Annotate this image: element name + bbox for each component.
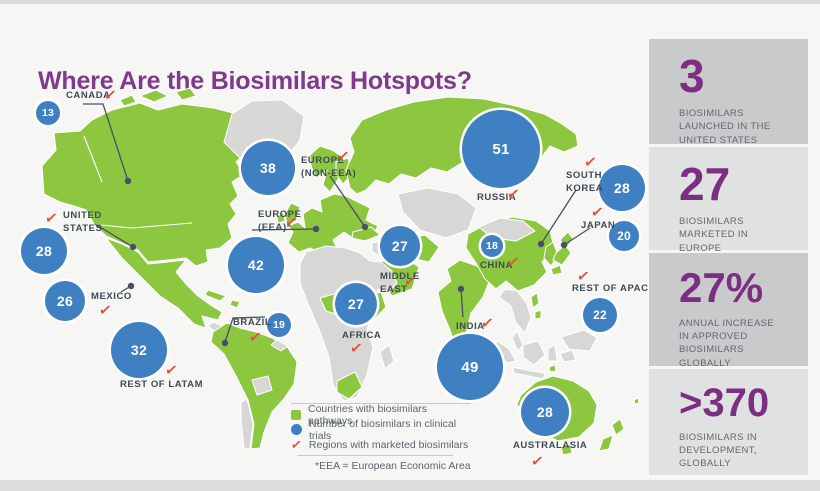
bubble-china: 18 <box>481 235 503 257</box>
stat-label: BIOSIMILARS LAUNCHED IN THE UNITED STATE… <box>679 107 771 146</box>
check-icon-africa <box>349 340 364 357</box>
legend-item-marketed: Regions with marketed biosimilars <box>291 438 471 451</box>
bubble-middle-east: 27 <box>380 226 420 266</box>
connector-lines <box>83 103 591 343</box>
label-middle-east: MIDDLE EAST <box>380 271 420 295</box>
bubble-rest-of-latam: 32 <box>111 322 167 378</box>
stat-panel-us-launched: 3 BIOSIMILARS LAUNCHED IN THE UNITED STA… <box>649 39 808 146</box>
legend-item-trials: Number of biosimilars in clinical trials <box>291 418 471 442</box>
check-icon-india <box>480 315 495 332</box>
bubble-india: 49 <box>437 334 503 400</box>
new-guinea <box>560 329 598 352</box>
red-check-icon <box>290 437 303 451</box>
check-icon-china <box>506 254 521 271</box>
label-europe-non-eea: EUROPE (NON-EEA) <box>301 155 357 179</box>
label-rest-of-apac: REST OF APAC <box>572 283 649 294</box>
check-icon-europe-non-eea <box>336 148 351 165</box>
india-land <box>437 259 491 352</box>
stat-panel-in-development: >370 BIOSIMILARS IN DEVELOPMENT, GLOBALL… <box>649 369 808 475</box>
label-europe-eea: EUROPE (EEA)* <box>258 209 302 233</box>
blue-circle-icon <box>291 424 302 435</box>
label-canada: CANADA <box>66 90 111 101</box>
stat-value: >370 <box>679 381 770 425</box>
central-asia <box>397 187 477 239</box>
check-icon-japan <box>590 204 605 221</box>
label-united-states: UNITED STATES <box>63 210 103 234</box>
stat-value: 27% <box>679 264 764 311</box>
mexico-land <box>105 237 223 329</box>
stat-panel-annual-increase: 27% ANNUAL INCREASE IN APPROVED BIOSIMIL… <box>649 253 808 369</box>
bottom-strip <box>0 480 820 491</box>
check-icon-europe-eea <box>284 214 299 231</box>
top-strip <box>0 0 820 4</box>
label-japan: JAPAN <box>581 220 616 231</box>
stat-panel-europe-marketed: 27 BIOSIMILARS MARKETED IN EUROPE <box>649 147 808 254</box>
check-icon-mexico <box>98 302 113 319</box>
label-india: INDIA <box>456 321 485 332</box>
bubble-brazil: 19 <box>267 313 291 337</box>
stat-label: BIOSIMILARS MARKETED IN EUROPE <box>679 215 749 254</box>
check-icon-south-korea <box>583 154 598 171</box>
bubble-africa: 27 <box>335 283 377 325</box>
bubble-japan: 20 <box>609 221 639 251</box>
label-africa: AFRICA <box>342 330 382 341</box>
legend-footnote: *EEA = European Economic Area <box>315 460 471 472</box>
bubble-australasia: 28 <box>521 388 569 436</box>
legend-item-pathways: Countries with biosimilars pathways <box>291 403 471 427</box>
legend-divider <box>297 455 453 456</box>
bubble-canada: 13 <box>36 101 60 125</box>
check-icon-australasia <box>530 453 545 470</box>
bubble-russia: 51 <box>462 110 540 188</box>
label-australasia: AUSTRALASIA <box>513 440 588 451</box>
green-square-icon <box>291 409 301 420</box>
label-china: CHINA <box>480 260 513 271</box>
legend: Countries with biosimilars pathways Numb… <box>291 401 471 472</box>
bubble-europe-non-eea: 38 <box>241 141 295 195</box>
label-brazil: BRAZIL <box>233 317 272 328</box>
label-russia: RUSSIA <box>477 192 517 203</box>
bubble-rest-of-apac: 22 <box>583 298 617 332</box>
north-america <box>41 102 255 267</box>
check-icon-rest-of-latam <box>164 362 179 379</box>
check-icon-middle-east <box>403 273 418 290</box>
label-south-korea: SOUTH KOREA <box>566 170 604 194</box>
label-mexico: MEXICO <box>91 291 132 302</box>
bubble-south-korea: 28 <box>599 165 645 211</box>
bubble-united-states: 28 <box>21 228 67 274</box>
legend-divider <box>291 403 471 404</box>
check-icon-brazil <box>248 329 263 346</box>
label-rest-of-latam: REST OF LATAM <box>120 379 204 390</box>
stat-label: BIOSIMILARS IN DEVELOPMENT, GLOBALLY <box>679 431 758 470</box>
new-zealand <box>611 418 625 436</box>
check-icon-canada <box>103 87 118 104</box>
stat-value: 3 <box>679 50 705 102</box>
country-borders <box>83 135 193 229</box>
check-icon-rest-of-apac <box>576 268 591 285</box>
connector-dots <box>124 177 568 347</box>
world-map-layer: Countries with biosimilars pathways Numb… <box>0 0 650 491</box>
stat-value: 27 <box>679 158 731 210</box>
check-icon-russia <box>506 186 521 203</box>
check-icon-united-states <box>44 210 59 227</box>
stat-label: ANNUAL INCREASE IN APPROVED BIOSIMILARS … <box>679 317 775 369</box>
bubble-mexico: 26 <box>45 281 85 321</box>
bubble-europe-eea: 42 <box>228 237 284 293</box>
legend-label: Countries with biosimilars pathways <box>308 402 428 427</box>
legend-label: Number of biosimilars in clinical trials <box>309 417 457 442</box>
legend-label: Regions with marketed biosimilars <box>308 438 469 451</box>
